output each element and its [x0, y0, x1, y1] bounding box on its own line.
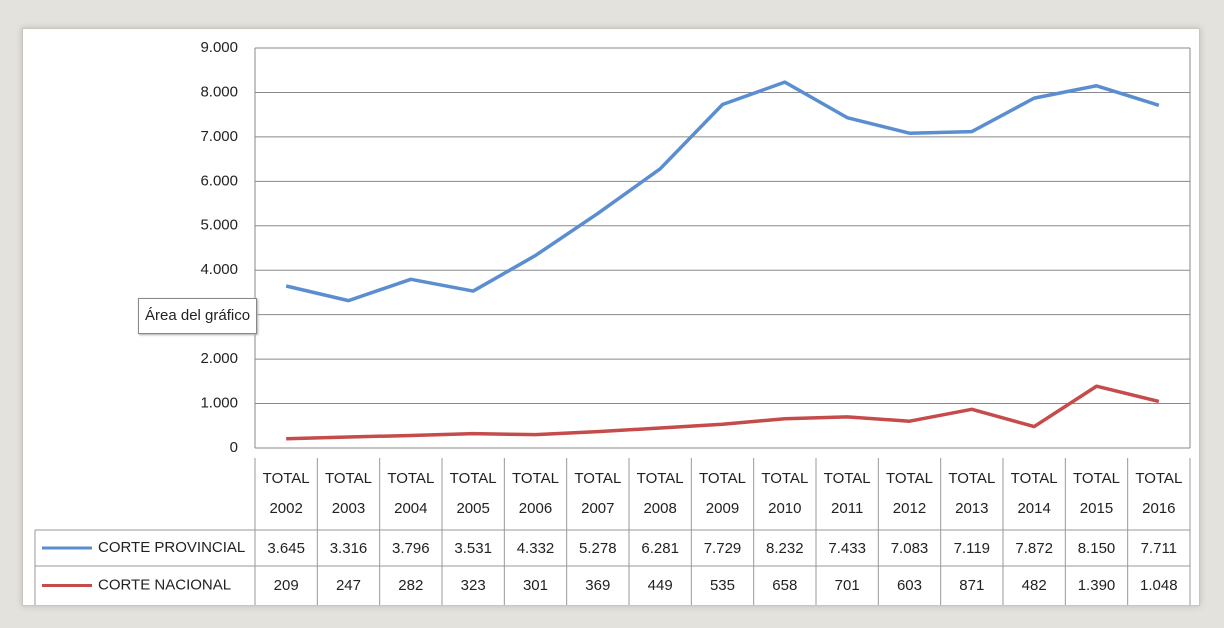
- data-label: 3.796: [392, 539, 430, 557]
- data-label: 449: [647, 577, 673, 594]
- data-label: 3.316: [329, 539, 368, 557]
- x-tick-label: TOTAL 2010: [761, 470, 809, 517]
- x-tick-label: TOTAL 2011: [823, 470, 871, 517]
- data-label: 7.872: [1015, 539, 1053, 557]
- x-tick-label: TOTAL 2004: [387, 470, 435, 517]
- x-tick-label: TOTAL 2008: [636, 470, 684, 517]
- data-label: 535: [709, 577, 735, 594]
- data-label: 209: [273, 577, 299, 594]
- y-tick-label: 5.000: [200, 217, 238, 234]
- tooltip: Área del gráfico: [138, 298, 258, 334]
- data-label: 482: [1021, 577, 1047, 594]
- data-label: 8.232: [766, 539, 804, 557]
- data-label: 301: [522, 577, 548, 594]
- x-tick-label: TOTAL 2005: [449, 470, 497, 517]
- x-tick-label: TOTAL 2016: [1135, 470, 1183, 517]
- y-tick-label: 2.000: [200, 350, 238, 367]
- x-tick-label: TOTAL 2014: [1010, 470, 1058, 517]
- data-label: 6.281: [641, 539, 679, 557]
- data-label: 247: [335, 577, 361, 594]
- x-tick-label: TOTAL 2013: [948, 470, 996, 517]
- data-label: 369: [585, 577, 611, 594]
- data-label: 7.729: [703, 539, 742, 557]
- y-tick-label: 1.000: [200, 395, 238, 412]
- x-tick-label: TOTAL 2015: [1073, 470, 1120, 517]
- data-label: 8.150: [1077, 539, 1116, 557]
- y-tick-label: 4.000: [200, 261, 238, 278]
- data-label: 1.048: [1140, 577, 1178, 594]
- x-tick-label: TOTAL 2012: [886, 470, 933, 517]
- x-tick-label: TOTAL 2006: [512, 470, 559, 517]
- data-label: 7.711: [1140, 539, 1178, 557]
- data-label: 323: [460, 577, 486, 594]
- data-label: 7.119: [953, 539, 991, 557]
- data-label: 282: [398, 577, 424, 594]
- x-tick-label: TOTAL 2002: [262, 470, 310, 517]
- data-label: 7.433: [828, 539, 866, 557]
- data-label: 5.278: [579, 539, 617, 557]
- data-label: 1.390: [1077, 577, 1116, 594]
- data-label: 3.531: [454, 539, 492, 557]
- data-label: 658: [772, 577, 798, 594]
- y-tick-label: 7.000: [200, 128, 238, 145]
- series-line: [285, 80, 1160, 303]
- data-label: 603: [896, 577, 922, 594]
- data-label: 7.083: [890, 539, 929, 557]
- y-tick-label: 9.000: [200, 39, 238, 56]
- y-tick-label: 8.000: [200, 83, 238, 100]
- data-label: 3.645: [267, 539, 305, 557]
- legend-label: CORTE NACIONAL: [98, 576, 231, 593]
- series-line: [286, 384, 1160, 441]
- x-tick-label: TOTAL 2009: [699, 470, 746, 517]
- x-tick-label: TOTAL 2003: [325, 470, 372, 517]
- y-tick-label: 6.000: [200, 172, 238, 189]
- y-tick-label: 0: [230, 439, 238, 456]
- data-label: 4.332: [516, 539, 555, 557]
- data-label: 701: [834, 577, 860, 594]
- x-tick-label: TOTAL 2007: [574, 470, 622, 517]
- legend-label: CORTE PROVINCIAL: [98, 539, 245, 556]
- data-label: 871: [959, 577, 985, 594]
